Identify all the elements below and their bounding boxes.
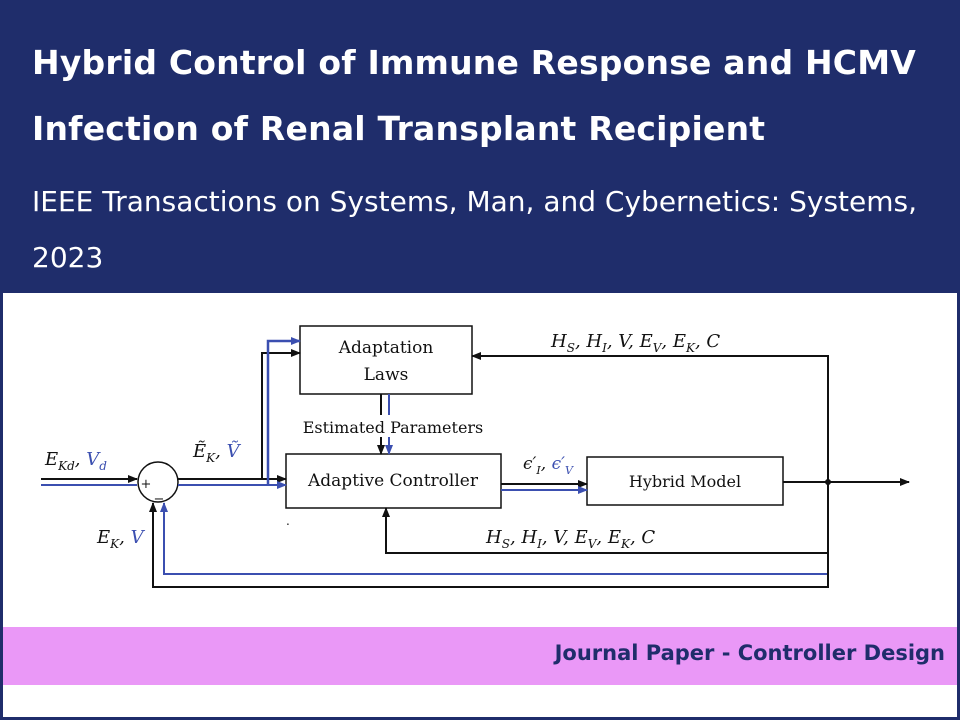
paper-title: Hybrid Control of Immune Response and HC… (32, 43, 916, 148)
feedback-to-sum-blue (160, 502, 828, 575)
estimated-label-bg (296, 415, 490, 437)
error-to-adaptation-black (261, 349, 301, 479)
header-banner: Hybrid Control of Immune Response and HC… (0, 0, 960, 292)
adaptation-laws-block (299, 325, 473, 395)
summing-junction (137, 461, 179, 503)
adaptation-label-2: Laws (364, 365, 409, 385)
paper-category-tag: Journal Paper - Controller Design (554, 641, 945, 665)
adaptation-label-1: Adaptation (338, 338, 434, 358)
paper-venue: IEEE Transactions on Systems, Man, and C… (32, 185, 918, 274)
model-label: Hybrid Model (629, 472, 741, 491)
feedback-mid-label: HS, HI, V, EV, EK, C (485, 527, 655, 551)
error-to-adaptation-blue (266, 337, 301, 485)
feedback-to-adaptation (471, 352, 829, 482)
controller-label: Adaptive Controller (307, 471, 479, 491)
stray-dot: . (286, 514, 290, 528)
block-diagram: Adaptation Laws Adaptive Controller Hybr… (41, 325, 910, 588)
estimated-params-label: Estimated Parameters (303, 418, 484, 437)
control-signal-label: ϵ′I, ϵ′V (523, 454, 574, 477)
error-label: ẼK, Ṽ (192, 440, 242, 465)
sum-minus-sign: − (154, 492, 165, 507)
tag-bar: Journal Paper - Controller Design (3, 627, 957, 685)
feedback-to-sum-black (149, 482, 829, 588)
reference-label: EKd, Vd (44, 449, 107, 473)
feedback-top-label: HS, HI, V, EV, EK, C (550, 331, 720, 355)
sum-plus-sign: + (141, 477, 152, 492)
feedback-sum-label: EK, V (96, 527, 146, 551)
